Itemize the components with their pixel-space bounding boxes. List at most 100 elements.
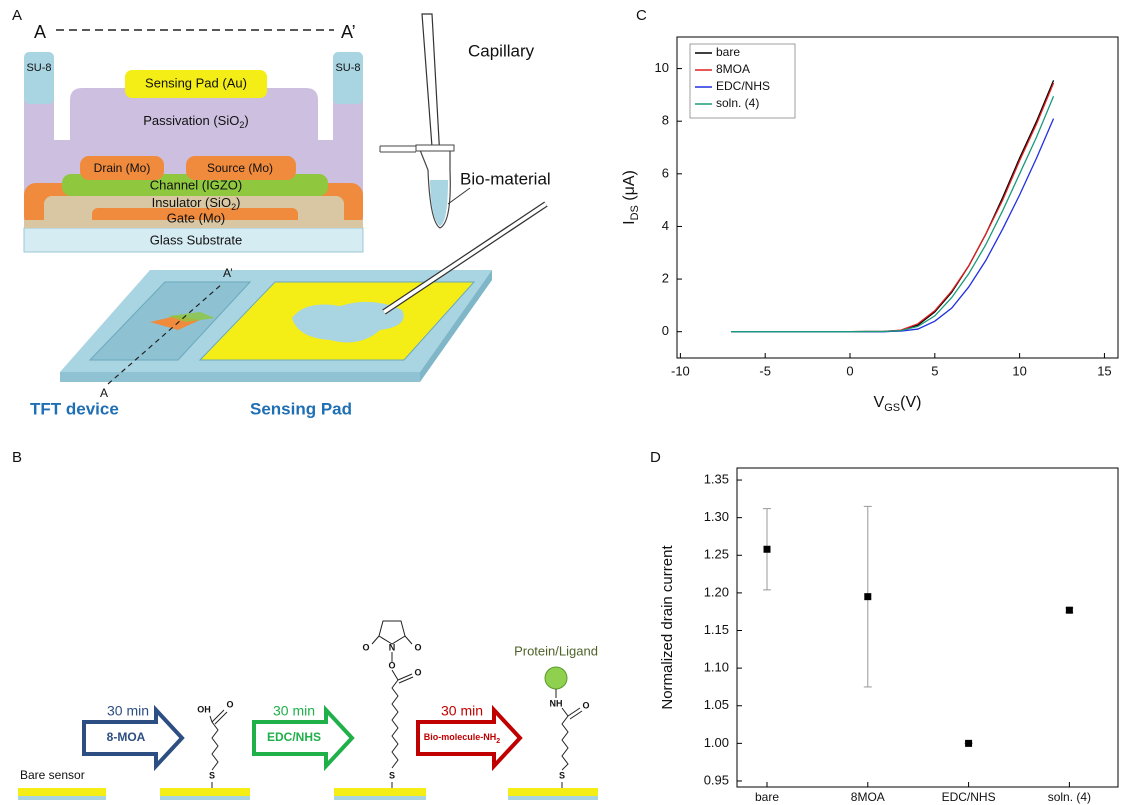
bond bbox=[569, 710, 583, 720]
text-part: 2 bbox=[496, 738, 500, 745]
layer-label: Gate (Mo) bbox=[167, 210, 226, 225]
layer-label: SU-8 bbox=[26, 62, 51, 74]
legend-label: EDC/NHS bbox=[716, 79, 770, 93]
device-3d: A A’ TFT device Sensing Pad bbox=[30, 201, 548, 418]
surface-chemistry: Bare sensor 30 min 8-MOA 30 min EDC/NHS … bbox=[18, 620, 598, 800]
panel-label: A bbox=[12, 7, 22, 24]
bio-droplet bbox=[292, 301, 404, 343]
text-part: Insulator (SiO bbox=[152, 195, 231, 210]
y-tick-label: 1.15 bbox=[704, 622, 729, 637]
section-label: A bbox=[100, 386, 108, 400]
point bbox=[864, 593, 872, 601]
y-tick-label: 8 bbox=[662, 113, 669, 128]
substrate bbox=[23, 227, 364, 253]
bond bbox=[371, 635, 380, 645]
x-tick-label: 0 bbox=[846, 363, 853, 378]
layer-label: Drain (Mo) bbox=[94, 161, 151, 175]
panel-label: D bbox=[650, 449, 661, 466]
y-tick-label: 0.95 bbox=[704, 772, 729, 787]
bio-sample bbox=[430, 180, 448, 226]
sensor-surface bbox=[508, 788, 598, 796]
leader bbox=[447, 187, 471, 205]
y-tick-label: 6 bbox=[662, 165, 669, 180]
legend-label: soln. (4) bbox=[716, 96, 759, 110]
device-edge bbox=[60, 372, 420, 382]
y-tick-label: 1.10 bbox=[704, 660, 729, 675]
step-reagent: 8-MOA bbox=[107, 730, 146, 744]
atom: O bbox=[582, 700, 589, 710]
text-part: Passivation (SiO bbox=[143, 113, 239, 128]
atom: O bbox=[362, 642, 369, 652]
step-time: 30 min bbox=[441, 703, 483, 719]
label-part: DS bbox=[629, 205, 641, 220]
label-part: GS bbox=[884, 402, 900, 414]
x-axis-label: VGS(V) bbox=[874, 394, 922, 414]
y-tick-label: 10 bbox=[655, 60, 669, 75]
section-line bbox=[107, 283, 223, 385]
section-label: A’ bbox=[223, 266, 233, 280]
y-tick-label: 0 bbox=[662, 323, 669, 338]
bond bbox=[211, 709, 225, 723]
x-tick-label: -10 bbox=[671, 363, 690, 378]
sensor-base bbox=[160, 796, 250, 800]
capillary-3d bbox=[383, 202, 547, 314]
plot-frame bbox=[736, 467, 1119, 788]
x-tick-label: 10 bbox=[1012, 363, 1026, 378]
y-tick-label: 1.00 bbox=[704, 735, 729, 750]
layer-label: Glass Substrate bbox=[150, 232, 243, 247]
step-arrow bbox=[416, 704, 523, 772]
x-tick-label: 15 bbox=[1097, 363, 1111, 378]
step-time: 30 min bbox=[107, 703, 149, 719]
y-axis-label: IDS (μA) bbox=[621, 170, 641, 225]
source bbox=[186, 156, 296, 180]
y-tick-label: 1.30 bbox=[704, 509, 729, 524]
text-part: 2 bbox=[239, 120, 244, 130]
label: Protein/Ligand bbox=[514, 643, 598, 658]
label-part: I bbox=[621, 220, 638, 224]
atom: S bbox=[559, 770, 565, 780]
series-line bbox=[731, 118, 1055, 333]
vial-lid bbox=[379, 145, 416, 153]
x-tick-label: soln. (4) bbox=[1048, 790, 1091, 804]
point bbox=[763, 545, 771, 553]
caption: TFT device bbox=[30, 399, 119, 418]
step-reagent: EDC/NHS bbox=[267, 730, 321, 744]
layer-label: Channel (IGZO) bbox=[150, 177, 242, 192]
atom: S bbox=[209, 770, 215, 780]
text-part: ) bbox=[244, 113, 248, 128]
x-tick-label: -5 bbox=[759, 363, 771, 378]
y-tick-label: 1.20 bbox=[704, 584, 729, 599]
sensor-surface bbox=[334, 788, 426, 796]
panel-label: B bbox=[12, 449, 22, 466]
y-tick-label: 2 bbox=[662, 271, 669, 286]
cross-section: A A’ SU-8 SU-8 Sensing Pad (Au) Passivat… bbox=[23, 22, 364, 253]
bond bbox=[398, 676, 414, 684]
atom: NH bbox=[550, 698, 563, 708]
insulator bbox=[24, 220, 363, 228]
label: Capillary bbox=[468, 41, 535, 60]
label-part: (V) bbox=[900, 394, 921, 411]
protein-ball bbox=[544, 666, 568, 690]
bond bbox=[567, 707, 581, 717]
sensor-surface bbox=[18, 788, 106, 796]
sensor-base bbox=[508, 796, 598, 800]
label: Bio-material bbox=[460, 169, 551, 188]
layer-label: Source (Mo) bbox=[207, 161, 273, 175]
atom: S bbox=[389, 770, 395, 780]
legend-label: 8MOA bbox=[716, 62, 750, 76]
step-arrow bbox=[82, 704, 185, 772]
point bbox=[1065, 606, 1073, 614]
x-tick-label: bare bbox=[755, 790, 779, 804]
molecule bbox=[555, 689, 583, 788]
point bbox=[965, 739, 973, 747]
layer-label: SU-8 bbox=[335, 62, 360, 74]
bond bbox=[404, 635, 413, 645]
step-arrow bbox=[252, 704, 355, 772]
label: Bare sensor bbox=[20, 768, 85, 782]
text-part: 2 bbox=[231, 202, 236, 212]
sensor-surface bbox=[160, 788, 250, 796]
bond bbox=[397, 673, 413, 681]
chain bbox=[391, 669, 399, 769]
x-tick-label: 5 bbox=[931, 363, 938, 378]
